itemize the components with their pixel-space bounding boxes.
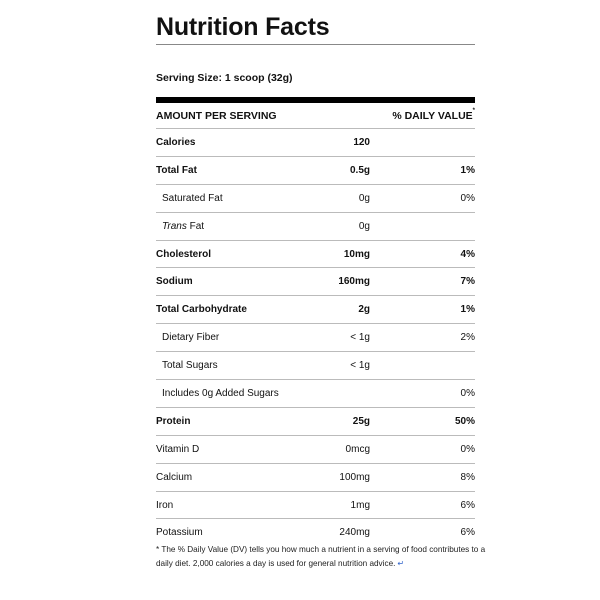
nutrient-daily-value: 50%: [454, 415, 475, 427]
table-row: Iron 1mg 6%: [156, 492, 475, 520]
nutrient-amount: 0.5g: [349, 164, 370, 176]
nutrient-amount: 160mg: [338, 276, 370, 288]
table-row: Protein 25g 50%: [156, 408, 475, 436]
table-row: Total Carbohydrate 2g 1%: [156, 296, 475, 325]
nutrient-daily-value: 8%: [460, 471, 475, 483]
nutrient-daily-value: 4%: [460, 248, 475, 260]
nutrient-daily-value: 0%: [460, 387, 475, 399]
nutrient-amount: < 1g: [350, 360, 370, 372]
nutrient-amount: 0mcg: [345, 443, 370, 455]
daily-value-header: % DAILY VALUE*: [310, 107, 475, 122]
table-header: AMOUNT PER SERVING % DAILY VALUE*: [156, 103, 475, 129]
nutrient-amount: 2g: [358, 304, 370, 316]
nutrient-daily-value: 6%: [460, 499, 475, 511]
nutrient-name: Vitamin D: [156, 443, 200, 455]
nutrient-name: Includes 0g Added Sugars: [162, 387, 279, 399]
nutrient-name: Potassium: [156, 527, 203, 539]
nutrient-daily-value: 7%: [460, 276, 475, 288]
nutrient-name: Protein: [156, 415, 191, 427]
nutrient-daily-value: 1%: [460, 304, 475, 316]
nutrient-table: Calories 120 Total Fat 0.5g 1% Saturated Fat 0…: [156, 129, 475, 546]
thick-divider: [156, 97, 475, 103]
nutrient-name: Total Fat: [156, 164, 197, 176]
nutrient-amount: 1mg: [350, 499, 370, 511]
nutrient-daily-value: 1%: [460, 164, 475, 176]
amount-per-serving-header: AMOUNT PER SERVING: [156, 109, 277, 122]
nutrient-name: Saturated Fat: [162, 192, 223, 204]
nutrient-name: Calcium: [156, 471, 193, 483]
table-row: Trans Fat 0g: [156, 213, 475, 241]
nutrient-amount: 25g: [352, 415, 370, 427]
nutrient-name: Dietary Fiber: [162, 332, 220, 344]
nutrient-name: Total Sugars: [162, 360, 218, 372]
table-row: Saturated Fat 0g 0%: [156, 185, 475, 213]
nutrient-daily-value: 0%: [460, 443, 475, 455]
nutrient-name-rest: Fat: [186, 220, 205, 232]
table-row: Vitamin D 0mcg 0%: [156, 436, 475, 464]
nutrient-name: Sodium: [156, 276, 193, 288]
nutrient-amount: 0g: [358, 220, 370, 232]
table-row: Calories 120: [156, 129, 475, 157]
nutrient-name-italic: Trans: [162, 220, 187, 232]
table-row: Includes 0g Added Sugars 0%: [156, 380, 475, 408]
nutrient-daily-value: 0%: [460, 192, 475, 204]
footnote-text: * The % Daily Value (DV) tells you how m…: [156, 545, 486, 568]
table-row: Potassium 240mg 6%: [156, 519, 475, 546]
nutrient-daily-value: 6%: [460, 527, 475, 539]
table-row: Total Sugars < 1g: [156, 352, 475, 381]
nutrient-name: Iron: [156, 499, 174, 511]
table-row: Sodium 160mg 7%: [156, 268, 475, 297]
footnote: * The % Daily Value (DV) tells you how m…: [156, 543, 486, 571]
table-row: Cholesterol 10mg 4%: [156, 241, 475, 269]
table-row: Total Fat 0.5g 1%: [156, 157, 475, 185]
nutrient-daily-value: 2%: [460, 332, 475, 344]
daily-value-marker: *: [472, 107, 475, 114]
table-row: Calcium 100mg 8%: [156, 464, 475, 492]
nutrient-amount: 240mg: [339, 527, 370, 539]
nutrient-name: Cholesterol: [156, 248, 212, 260]
nutrient-name: Total Carbohydrate: [156, 304, 247, 316]
page-title: Nutrition Facts: [156, 13, 330, 41]
nutrient-name: Trans Fat: [156, 221, 310, 232]
nutrient-amount: < 1g: [350, 332, 370, 344]
nutrient-name: Calories: [156, 136, 196, 148]
nutrient-amount: 0g: [358, 192, 370, 204]
table-row: Dietary Fiber < 1g 2%: [156, 324, 475, 353]
daily-value-header-label: % DAILY VALUE: [392, 109, 473, 122]
nutrient-amount: 10mg: [343, 248, 370, 260]
nutrient-amount: 100mg: [339, 471, 370, 483]
return-arrow-icon[interactable]: ↵: [397, 559, 405, 568]
nutrient-amount: 120: [353, 136, 370, 148]
serving-size: Serving Size: 1 scoop (32g): [156, 72, 293, 84]
nutrition-facts-panel: Nutrition Facts Serving Size: 1 scoop (3…: [156, 12, 475, 546]
title-divider: [156, 44, 475, 45]
